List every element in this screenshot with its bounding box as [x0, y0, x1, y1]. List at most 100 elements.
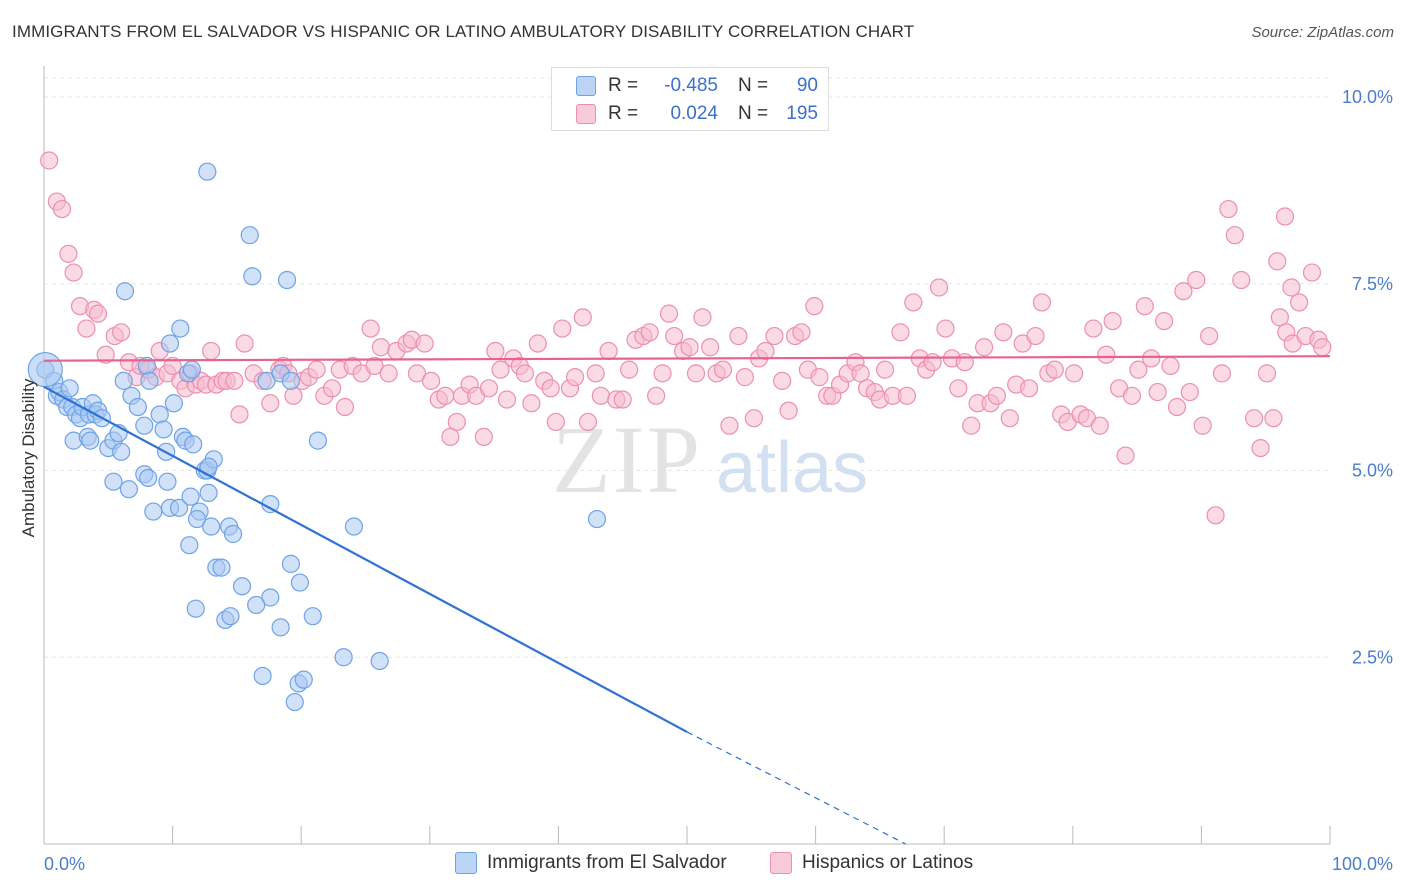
- legend-n-value: 195: [786, 103, 818, 124]
- hispanics-point: [1270, 308, 1289, 327]
- hispanics-point: [112, 323, 131, 342]
- hispanics-point: [96, 345, 115, 364]
- el-salvador-point: [247, 595, 266, 615]
- hispanics-point: [1161, 356, 1180, 376]
- hispanics-point: [436, 386, 455, 405]
- hispanics-point: [284, 386, 303, 405]
- hispanics-point: [573, 308, 592, 327]
- el-salvador-point: [154, 420, 173, 439]
- el-salvador-point: [334, 648, 353, 667]
- hispanics-point: [599, 341, 618, 361]
- hispanics-point: [729, 326, 748, 346]
- el-salvador-point: [344, 517, 364, 536]
- hispanics-point: [701, 338, 720, 357]
- el-salvador-point: [169, 498, 189, 517]
- hispanics-point: [365, 356, 384, 376]
- hispanics-point: [1129, 360, 1148, 379]
- el-salvador-point: [144, 502, 163, 521]
- hispanics-point: [923, 353, 942, 372]
- legend-n-label: N =: [738, 103, 769, 124]
- hispanics-point: [1064, 364, 1084, 383]
- hispanics-point: [897, 386, 917, 405]
- el-salvador-point: [187, 509, 207, 529]
- correlation-legend: R = -0.485 N = 90 R = 0.024 N = 195: [551, 67, 829, 131]
- hispanics-point: [810, 368, 829, 387]
- el-salvador-point: [140, 371, 159, 390]
- el-salvador-point: [186, 599, 205, 618]
- hispanics-point: [1174, 282, 1193, 301]
- hispanics-point: [515, 364, 535, 383]
- hispanics-point: [659, 304, 679, 323]
- hispanics-point: [546, 412, 565, 432]
- el-salvador-point: [135, 416, 154, 435]
- hispanics-point: [929, 278, 949, 297]
- hispanics-point: [1200, 326, 1219, 346]
- hispanics-point: [1122, 386, 1142, 405]
- el-salvador-point: [240, 226, 259, 245]
- hispanics-point: [735, 368, 754, 387]
- hispanics-point: [1225, 226, 1244, 245]
- trend-line-hispanics: [43, 355, 1331, 362]
- el-salvador-point: [199, 483, 218, 503]
- hispanics-point: [1000, 409, 1019, 428]
- hispanics-point: [936, 319, 955, 338]
- el-salvador-point: [223, 524, 243, 544]
- el-salvador-point: [150, 405, 169, 424]
- el-salvador-point: [281, 554, 301, 573]
- el-salvador-point: [587, 509, 607, 529]
- hispanics-point: [379, 364, 398, 383]
- hispanics-point: [647, 386, 666, 405]
- hispanics-point: [1142, 349, 1161, 368]
- hispanics-point: [541, 379, 560, 398]
- hispanics-point: [1275, 207, 1295, 226]
- hispanics-point: [693, 308, 712, 327]
- hispanics-point: [474, 427, 493, 446]
- hispanics-point: [1251, 438, 1270, 458]
- el-salvador-point: [115, 282, 135, 301]
- legend-item-hispanics[interactable]: Hispanics or Latinos: [770, 852, 973, 874]
- hispanics-point: [1290, 293, 1309, 312]
- el-salvador-point: [182, 360, 201, 379]
- hispanics-point: [1302, 263, 1322, 282]
- hispanics-point: [1116, 446, 1135, 465]
- hispanics-point: [1206, 506, 1225, 525]
- el-salvador-point: [281, 371, 301, 390]
- hispanics-point: [1155, 312, 1174, 331]
- legend-swatch-blue: [455, 852, 477, 874]
- hispanics-point: [1032, 293, 1052, 312]
- hispanics-point: [415, 334, 434, 353]
- el-salvador-point: [202, 517, 221, 536]
- el-salvador-point: [257, 371, 276, 390]
- hispanics-point: [335, 397, 355, 417]
- el-salvador-point: [180, 536, 199, 555]
- legend-item-el-salvador[interactable]: Immigrants from El Salvador: [455, 852, 727, 874]
- legend-n-value: 90: [796, 75, 818, 96]
- hispanics-point: [371, 338, 391, 357]
- el-salvador-point: [271, 618, 290, 637]
- hispanics-point: [522, 394, 541, 413]
- hispanics-point: [586, 364, 605, 383]
- legend-row-hispanics: R = 0.024 N = 195: [576, 102, 818, 126]
- hispanics-point: [974, 338, 994, 357]
- el-salvador-point: [60, 379, 79, 398]
- hispanics-point: [261, 394, 280, 413]
- el-salvador-point: [171, 319, 190, 338]
- hispanics-point: [805, 297, 824, 316]
- hispanics-point: [987, 386, 1007, 405]
- hispanics-point: [875, 360, 895, 379]
- hispanics-point: [1232, 270, 1251, 290]
- hispanics-point: [955, 353, 974, 372]
- hispanics-point: [1313, 338, 1332, 357]
- hispanics-point: [962, 416, 981, 435]
- hispanics-point: [1212, 364, 1232, 383]
- hispanics-point: [421, 371, 441, 390]
- el-salvador-point: [184, 435, 203, 454]
- hispanics-point: [235, 334, 254, 353]
- hispanics-point: [1282, 278, 1301, 297]
- hispanics-point: [1264, 409, 1283, 428]
- legend-row-el-salvador: R = -0.485 N = 90: [576, 74, 818, 98]
- hispanics-point: [52, 199, 72, 219]
- chart-title: IMMIGRANTS FROM EL SALVADOR VS HISPANIC …: [12, 22, 915, 41]
- x-tick-label: 100.0%: [1332, 854, 1393, 874]
